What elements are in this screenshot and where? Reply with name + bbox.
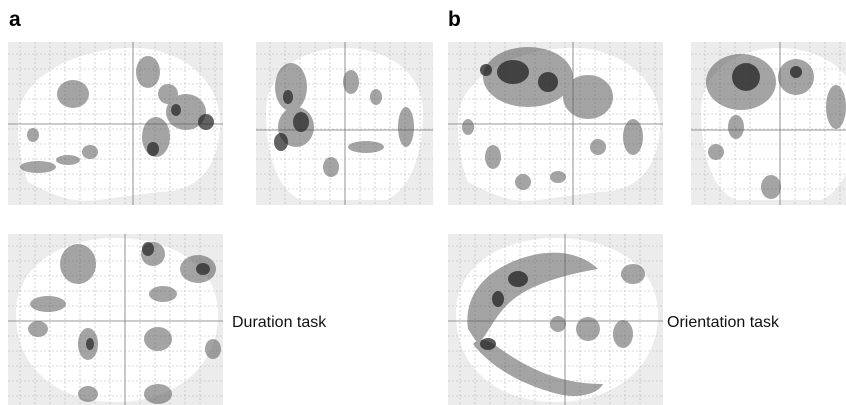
task-label-orientation: Orientation task [667, 314, 780, 331]
glass-brain-coronal-orientation [691, 42, 846, 205]
glass-brain-axial-duration [8, 234, 223, 405]
glass-brain-axial-image [448, 234, 663, 405]
glass-brain-sagittal-image [8, 42, 223, 205]
glass-brain-axial-orientation [448, 234, 663, 405]
glass-brain-coronal-duration [256, 42, 433, 205]
glass-brain-axial-image [8, 234, 223, 405]
task-label-duration: Duration task [232, 314, 327, 331]
panel-letter-b: b [448, 8, 461, 31]
glass-brain-sagittal-duration [8, 42, 223, 205]
glass-brain-sagittal-image [448, 42, 663, 205]
glass-brain-coronal-image [691, 42, 846, 205]
glass-brain-coronal-image [256, 42, 433, 205]
panel-letter-a: a [9, 8, 21, 31]
glass-brain-sagittal-orientation [448, 42, 663, 205]
